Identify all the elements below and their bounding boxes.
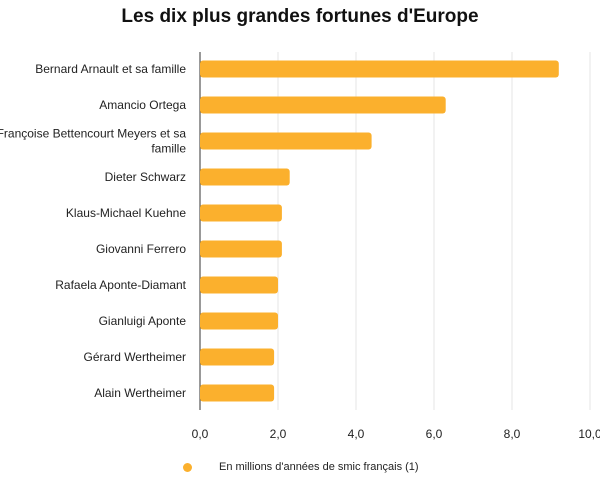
- bar[interactable]: [200, 276, 278, 294]
- category-label: Giovanni Ferrero: [96, 242, 186, 256]
- x-tick-label: 6,0: [426, 427, 443, 441]
- category-label: Gianluigi Aponte: [99, 314, 187, 328]
- bar[interactable]: [200, 348, 275, 366]
- category-label: Alain Wertheimer: [94, 386, 186, 400]
- chart-title: Les dix plus grandes fortunes d'Europe: [121, 6, 479, 27]
- grid-lines: [277, 52, 591, 410]
- x-tick-label: 0,0: [192, 427, 209, 441]
- bar[interactable]: [200, 240, 282, 258]
- bar[interactable]: [200, 312, 278, 330]
- bar[interactable]: [200, 204, 282, 222]
- bar[interactable]: [200, 132, 372, 150]
- category-label: Amancio Ortega: [99, 98, 186, 112]
- x-tick-label: 4,0: [348, 427, 365, 441]
- category-label: Gérard Wertheimer: [84, 350, 186, 364]
- x-tick-label: 2,0: [270, 427, 287, 441]
- category-label: Rafaela Aponte-Diamant: [55, 278, 186, 292]
- category-label: Françoise Bettencourt Meyers et sa famill…: [0, 127, 186, 156]
- category-labels: Bernard Arnault et sa famille Amancio Ort…: [0, 62, 187, 400]
- bar[interactable]: [200, 384, 275, 402]
- category-label: Dieter Schwarz: [105, 170, 186, 184]
- legend-marker: [183, 462, 192, 472]
- bar[interactable]: [200, 60, 559, 78]
- x-tick-label: 8,0: [504, 427, 521, 441]
- category-label: Bernard Arnault et sa famille: [35, 62, 186, 76]
- legend-label: En millions d'années de smic français (1…: [219, 461, 419, 473]
- x-tick-label: 10,0: [578, 427, 600, 441]
- category-label: Klaus-Michael Kuehne: [66, 206, 186, 220]
- x-tick-labels: 0,0 2,0 4,0 6,0 8,0 10,0: [192, 427, 600, 441]
- legend[interactable]: En millions d'années de smic français (1…: [183, 461, 419, 473]
- bar[interactable]: [200, 96, 446, 114]
- bars: [200, 60, 559, 402]
- bar[interactable]: [200, 168, 290, 186]
